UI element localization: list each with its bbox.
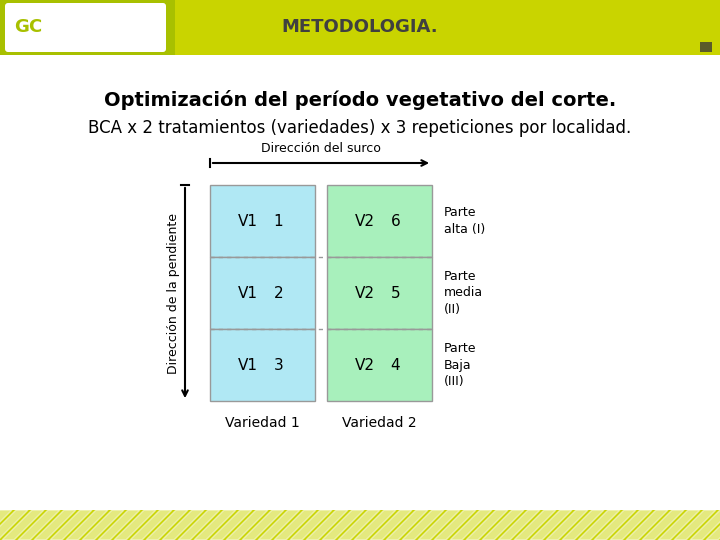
Polygon shape (162, 510, 204, 540)
Text: Corpoica: Corpoica (49, 16, 131, 33)
Polygon shape (82, 510, 124, 540)
Text: 3: 3 (274, 357, 283, 373)
Polygon shape (50, 510, 92, 540)
Polygon shape (226, 510, 268, 540)
Text: BCA x 2 tratamientos (variedades) x 3 repeticiones por localidad.: BCA x 2 tratamientos (variedades) x 3 re… (89, 119, 631, 137)
Bar (0, 55, 720, 510)
Polygon shape (194, 510, 236, 540)
Text: G: G (14, 18, 30, 37)
Text: Parte
media
(II): Parte media (II) (444, 271, 483, 315)
Polygon shape (0, 510, 28, 540)
Bar (0, 0, 175, 55)
Bar (327, 257, 432, 329)
Polygon shape (610, 510, 652, 540)
Bar (700, 42, 712, 52)
Polygon shape (354, 510, 396, 540)
Text: C o r p o i c a: C o r p o i c a (67, 32, 113, 38)
Polygon shape (18, 510, 60, 540)
Polygon shape (498, 510, 540, 540)
Bar (210, 329, 315, 401)
Polygon shape (338, 510, 380, 540)
Polygon shape (178, 510, 220, 540)
Polygon shape (130, 510, 172, 540)
Polygon shape (594, 510, 636, 540)
Text: Variedad 2: Variedad 2 (342, 416, 417, 430)
Text: V1: V1 (238, 357, 258, 373)
Text: V2: V2 (355, 286, 375, 300)
Polygon shape (322, 510, 364, 540)
Text: C: C (28, 18, 42, 37)
Polygon shape (210, 510, 252, 540)
Polygon shape (562, 510, 604, 540)
Polygon shape (98, 510, 140, 540)
Text: 2: 2 (274, 286, 283, 300)
Text: 1: 1 (274, 213, 283, 228)
Polygon shape (578, 510, 620, 540)
Text: 4: 4 (390, 357, 400, 373)
Text: Parte
alta (I): Parte alta (I) (444, 206, 485, 235)
Bar (327, 329, 432, 401)
Polygon shape (146, 510, 188, 540)
Polygon shape (290, 510, 332, 540)
Bar (210, 185, 315, 257)
Polygon shape (114, 510, 156, 540)
Polygon shape (274, 510, 316, 540)
Text: Dirección del surco: Dirección del surco (261, 142, 381, 155)
Polygon shape (706, 510, 720, 540)
Polygon shape (242, 510, 284, 540)
Polygon shape (642, 510, 684, 540)
Text: Optimización del período vegetativo del corte.: Optimización del período vegetativo del … (104, 90, 616, 110)
Polygon shape (690, 510, 720, 540)
Polygon shape (2, 510, 44, 540)
Polygon shape (434, 510, 476, 540)
Text: Parte
Baja
(III): Parte Baja (III) (444, 342, 477, 388)
Polygon shape (418, 510, 460, 540)
Polygon shape (514, 510, 556, 540)
FancyBboxPatch shape (5, 3, 166, 52)
Text: V1: V1 (238, 286, 258, 300)
Polygon shape (466, 510, 508, 540)
Text: V2: V2 (355, 357, 375, 373)
Polygon shape (674, 510, 716, 540)
Polygon shape (370, 510, 412, 540)
Polygon shape (34, 510, 76, 540)
Polygon shape (402, 510, 444, 540)
Polygon shape (66, 510, 108, 540)
Text: 6: 6 (390, 213, 400, 228)
Polygon shape (626, 510, 668, 540)
Text: Dirección de la pendiente: Dirección de la pendiente (166, 213, 179, 374)
Text: 5: 5 (390, 286, 400, 300)
Polygon shape (0, 510, 12, 540)
Text: METODOLOGIA.: METODOLOGIA. (282, 18, 438, 37)
Bar (0, 510, 720, 540)
Text: V2: V2 (355, 213, 375, 228)
Polygon shape (306, 510, 348, 540)
Polygon shape (482, 510, 524, 540)
Polygon shape (546, 510, 588, 540)
Text: V1: V1 (238, 213, 258, 228)
Polygon shape (450, 510, 492, 540)
Bar (327, 185, 432, 257)
Bar (0, 0, 720, 55)
Polygon shape (530, 510, 572, 540)
Polygon shape (258, 510, 300, 540)
Text: Variedad 1: Variedad 1 (225, 416, 300, 430)
Bar (210, 257, 315, 329)
Polygon shape (658, 510, 700, 540)
Polygon shape (386, 510, 428, 540)
